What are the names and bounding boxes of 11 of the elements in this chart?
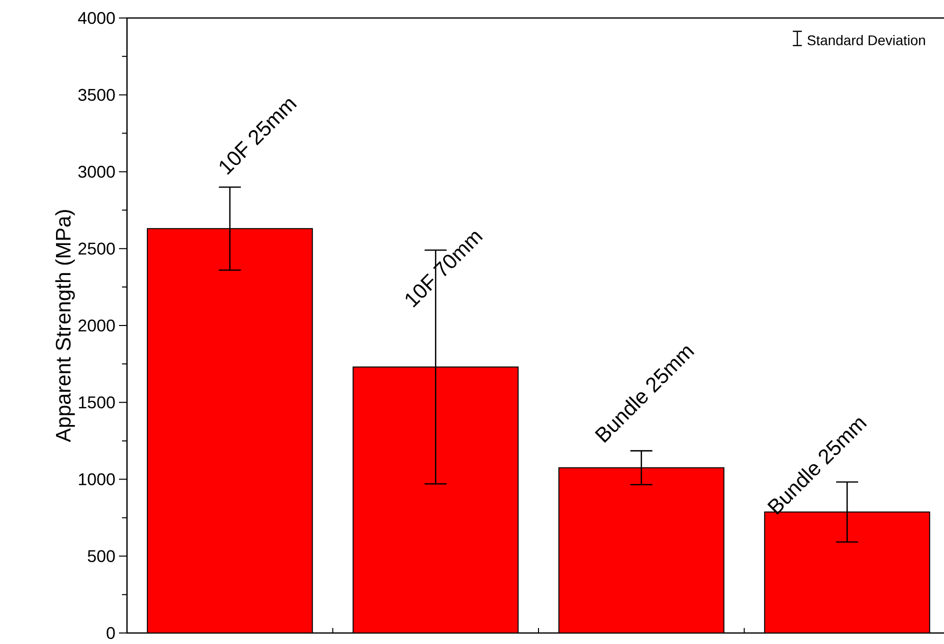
y-tick-label: 3000 [78,166,115,178]
y-tick-label: 1000 [78,473,115,486]
y-tick-label: 1500 [78,396,115,408]
y-tick-label: 2500 [78,242,115,255]
y-tick-label: 2000 [78,319,115,332]
y-axis-title: Apparent Strength (MPa) [55,210,75,442]
y-tick-label: 500 [88,550,115,562]
y-tick-label: 3500 [78,88,115,101]
y-tick-label: 0 [106,626,115,640]
annotation: Standard Deviation [807,35,925,46]
y-tick-label: 4000 [78,12,115,24]
